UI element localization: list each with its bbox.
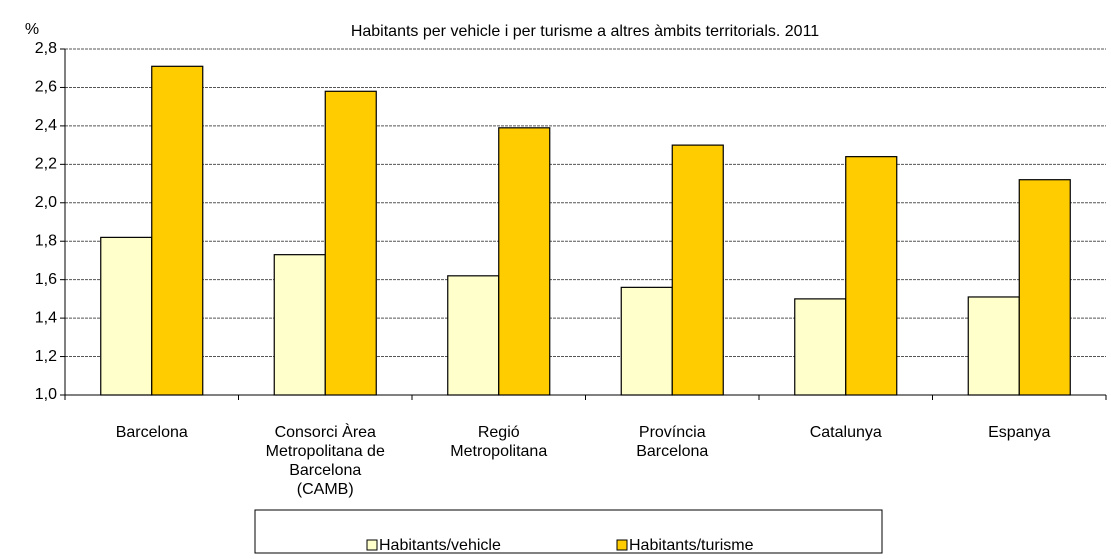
chart-title: Habitants per vehicle i per turisme a al… [351, 23, 819, 40]
legend-label: Habitants/turisme [629, 537, 754, 554]
legend-label: Habitants/vehicle [379, 537, 501, 554]
bar [273, 254, 326, 396]
bar [498, 127, 551, 396]
x-tick-label: Regió Metropolitana [450, 424, 547, 460]
x-tick-label: Província Barcelona [636, 424, 708, 460]
x-tick-label: Barcelona [116, 424, 188, 441]
x-tick-label: Catalunya [810, 424, 882, 441]
bar [1018, 179, 1071, 396]
bar [671, 144, 724, 396]
y-tick-label: 1,8 [35, 232, 57, 249]
y-tick-label: 1,6 [35, 271, 57, 288]
y-tick-label: 2,0 [35, 194, 57, 211]
bar [967, 296, 1020, 396]
y-tick-label: 1,0 [35, 386, 57, 403]
bar [794, 298, 847, 396]
bar [845, 156, 898, 396]
y-tick-label: 1,2 [35, 348, 57, 365]
y-tick-label: 2,2 [35, 156, 57, 173]
x-tick-label: Espanya [988, 424, 1050, 441]
y-tick-label: 2,6 [35, 79, 57, 96]
bar [151, 65, 204, 396]
y-axis-label: % [25, 21, 39, 38]
y-tick-label: 2,4 [35, 117, 57, 134]
y-tick-label: 1,4 [35, 309, 57, 326]
bar [620, 286, 673, 396]
y-tick-label: 2,8 [35, 40, 57, 57]
x-tick-label: Consorci Àrea Metropolitana de Barcelona (C… [266, 422, 385, 498]
legend-swatch [366, 539, 378, 551]
bar [324, 90, 377, 396]
bar [100, 236, 153, 396]
legend-swatch [616, 539, 628, 551]
legend-box [254, 509, 883, 554]
bar [447, 275, 500, 396]
